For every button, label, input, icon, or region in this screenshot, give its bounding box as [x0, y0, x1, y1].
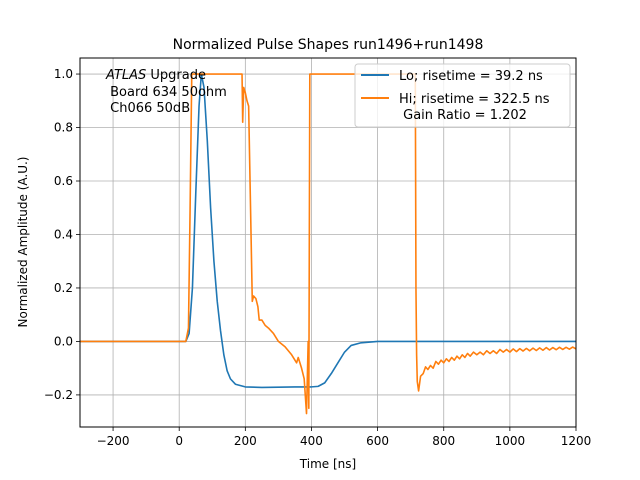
y-tick-label: 0.8 — [54, 121, 73, 135]
series-layer — [80, 73, 576, 415]
tick-layer: −200 0 200 400 600 800 1000 1200 −0.2 0.0 0.2 0.4 0.… — [44, 67, 591, 448]
y-tick-label: 0.0 — [54, 334, 73, 348]
annotation-upgrade: Upgrade — [146, 68, 206, 83]
chart-title: Normalized Pulse Shapes run1496+run1498 — [173, 37, 484, 53]
y-tick-label: 1.0 — [54, 67, 73, 81]
annotation-atlas: ATLAS — [105, 68, 146, 83]
legend-box — [354, 63, 571, 128]
annotation-line-3: Ch066 50dB — [106, 101, 190, 116]
x-tick-label: 0 — [175, 434, 183, 448]
x-tick-label: 200 — [234, 434, 257, 448]
atlas-annotation: ATLAS Upgrade Board 634 50ohm Ch066 50dB — [105, 68, 227, 116]
y-axis-label: Normalized Amplitude (A.U.) — [16, 157, 30, 328]
legend-label-lo: Lo; risetime = 39.2 ns — [399, 69, 543, 84]
series-line-hi — [80, 73, 576, 415]
series-line-lo — [80, 73, 576, 389]
x-tick-label: 1200 — [561, 434, 592, 448]
y-tick-label: 0.6 — [54, 174, 73, 188]
annotation-line-2: Board 634 50ohm — [106, 85, 227, 100]
x-tick-label: 600 — [366, 434, 389, 448]
y-tick-label: 0.2 — [54, 281, 73, 295]
y-tick-label: 0.4 — [54, 227, 73, 241]
x-tick-label: −200 — [97, 434, 130, 448]
x-tick-label: 800 — [432, 434, 455, 448]
legend-label-hi-gain: Gain Ratio = 1.202 — [399, 108, 527, 123]
annotation-line-1: ATLAS Upgrade — [105, 68, 206, 83]
y-tick-label: −0.2 — [44, 388, 73, 402]
x-axis-label: Time [ns] — [299, 457, 356, 471]
plot-frame — [79, 57, 577, 428]
x-tick-label: 400 — [300, 434, 323, 448]
legend-label-hi: Hi; risetime = 322.5 ns — [399, 92, 550, 107]
x-tick-label: 1000 — [495, 434, 526, 448]
legend: Lo; risetime = 39.2 ns Hi; risetime = 32… — [354, 63, 571, 128]
